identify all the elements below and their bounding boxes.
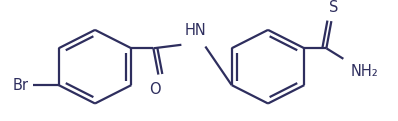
Text: HN: HN [185,23,206,38]
Text: S: S [329,0,338,15]
Text: O: O [150,82,161,97]
Text: NH₂: NH₂ [350,64,378,79]
Text: Br: Br [13,78,29,93]
